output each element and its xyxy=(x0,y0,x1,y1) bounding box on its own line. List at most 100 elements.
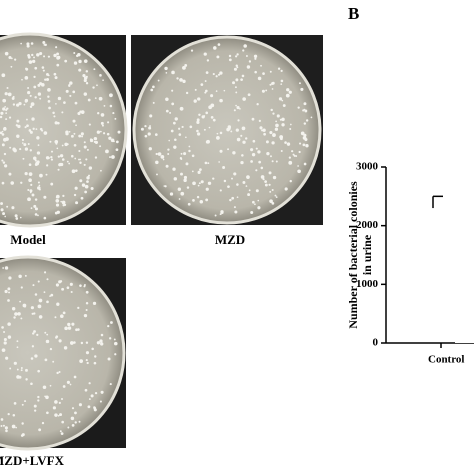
colony xyxy=(34,198,38,201)
colony xyxy=(108,136,112,140)
colony xyxy=(30,42,34,45)
colony xyxy=(32,332,35,335)
colony xyxy=(85,82,89,85)
colony xyxy=(25,378,28,381)
colony xyxy=(7,92,12,97)
colony xyxy=(64,326,68,331)
colony xyxy=(17,312,21,316)
colony xyxy=(36,333,39,336)
colony xyxy=(27,189,30,192)
colony xyxy=(7,287,11,291)
colony xyxy=(49,347,53,351)
colony xyxy=(148,147,152,151)
colony xyxy=(203,128,206,131)
colony xyxy=(1,348,6,353)
colony xyxy=(33,404,37,408)
colony xyxy=(54,400,58,404)
colony xyxy=(83,285,86,288)
colony xyxy=(53,115,56,118)
colony xyxy=(14,58,17,61)
colony xyxy=(59,154,64,158)
colony xyxy=(87,405,91,409)
colony xyxy=(83,145,87,149)
colony xyxy=(31,117,35,121)
colony xyxy=(62,194,65,198)
colony xyxy=(271,201,275,205)
colony xyxy=(21,142,24,144)
colony xyxy=(12,103,16,106)
colony xyxy=(46,278,49,281)
colony xyxy=(67,426,70,429)
colony xyxy=(3,126,7,130)
colony xyxy=(41,66,45,69)
colony xyxy=(24,98,29,103)
colony xyxy=(167,152,170,155)
colony xyxy=(215,75,218,78)
colony xyxy=(86,176,90,180)
colony xyxy=(150,88,154,92)
colony xyxy=(217,73,221,76)
colony xyxy=(31,307,33,309)
colony xyxy=(198,113,201,117)
colony xyxy=(50,158,54,161)
colony xyxy=(3,341,7,345)
colony xyxy=(21,403,24,406)
colony xyxy=(188,149,191,153)
photo-label: Model xyxy=(10,232,46,247)
colony xyxy=(85,351,90,355)
colony xyxy=(34,66,38,70)
colony xyxy=(4,266,9,270)
colony xyxy=(60,200,63,203)
colony xyxy=(174,138,177,141)
colony xyxy=(8,116,12,119)
colony xyxy=(187,202,191,206)
colony xyxy=(270,155,272,158)
colony xyxy=(298,150,301,154)
colony xyxy=(281,123,285,127)
colony xyxy=(67,326,72,330)
colony xyxy=(4,92,8,96)
colony xyxy=(75,54,79,58)
colony xyxy=(196,129,199,133)
colony xyxy=(52,360,55,363)
colony xyxy=(78,59,82,64)
colony xyxy=(94,97,97,100)
colony xyxy=(140,127,144,131)
colony xyxy=(13,402,17,405)
colony xyxy=(231,177,233,180)
colony xyxy=(73,193,77,197)
colony xyxy=(219,98,223,103)
colony xyxy=(56,302,60,306)
colony xyxy=(88,174,91,177)
colony xyxy=(286,142,291,146)
colony xyxy=(11,424,16,429)
colony xyxy=(220,210,224,214)
colony xyxy=(81,135,84,138)
colony xyxy=(265,140,269,144)
colony xyxy=(222,166,226,169)
colony xyxy=(42,69,45,72)
colony xyxy=(185,136,187,139)
colony xyxy=(50,293,54,297)
colony xyxy=(53,72,57,76)
colony xyxy=(13,361,17,365)
colony xyxy=(24,75,29,80)
colony xyxy=(280,137,283,141)
colony xyxy=(99,145,102,148)
colony xyxy=(251,152,256,157)
colony xyxy=(236,53,239,56)
colony xyxy=(85,308,88,312)
colony xyxy=(61,144,64,147)
colony xyxy=(86,180,89,183)
colony xyxy=(73,341,76,344)
colony xyxy=(39,97,42,100)
colony xyxy=(171,102,175,106)
colony xyxy=(212,118,216,122)
colony xyxy=(22,157,25,160)
colony xyxy=(58,339,62,343)
colony xyxy=(38,315,43,319)
colony xyxy=(109,156,111,159)
colony xyxy=(23,143,27,147)
colony xyxy=(33,312,36,315)
